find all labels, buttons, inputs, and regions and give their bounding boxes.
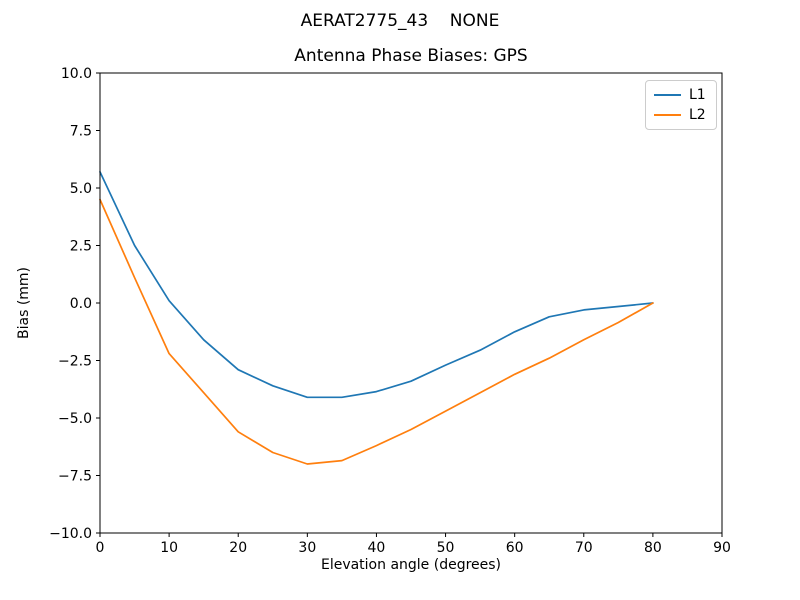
x-tick-label: 90 bbox=[713, 540, 731, 556]
y-tick-label: −7.5 bbox=[58, 469, 92, 485]
x-tick-label: 80 bbox=[644, 540, 662, 556]
legend-entry-l1: L1 bbox=[654, 85, 706, 105]
x-tick-label: 0 bbox=[96, 540, 105, 556]
x-tick-label: 40 bbox=[368, 540, 386, 556]
y-tick-label: −5.0 bbox=[58, 411, 92, 427]
series-line-l2 bbox=[99, 198, 654, 465]
x-tick-label: 70 bbox=[575, 540, 593, 556]
series-line-l1 bbox=[99, 171, 654, 399]
figure-suptitle: AERAT2775_43 NONE bbox=[300, 11, 500, 31]
y-tick-label: 2.5 bbox=[70, 239, 92, 255]
y-tick-label: −10.0 bbox=[49, 526, 92, 542]
legend-line-swatch-l2 bbox=[654, 114, 681, 116]
axes-title: Antenna Phase Biases: GPS bbox=[294, 46, 528, 66]
legend-entry-l2: L2 bbox=[654, 105, 706, 125]
y-axis-label: Bias (mm) bbox=[16, 266, 32, 340]
y-tick-label: 0.0 bbox=[70, 296, 92, 312]
legend: L1 L2 bbox=[645, 80, 717, 130]
y-tick-label: 5.0 bbox=[70, 181, 92, 197]
y-tick-label: 10.0 bbox=[61, 66, 92, 82]
x-tick-label: 30 bbox=[298, 540, 316, 556]
x-tick-label: 60 bbox=[506, 540, 524, 556]
axes-frame bbox=[99, 72, 723, 534]
y-tick-label: −2.5 bbox=[58, 354, 92, 370]
legend-label-l2: L2 bbox=[689, 107, 706, 123]
x-axis-label: Elevation angle (degrees) bbox=[320, 557, 502, 573]
legend-label-l1: L1 bbox=[689, 87, 706, 103]
x-tick-label: 20 bbox=[229, 540, 247, 556]
legend-line-swatch-l1 bbox=[654, 94, 681, 96]
x-tick-label: 10 bbox=[160, 540, 178, 556]
y-tick-label: 7.5 bbox=[70, 124, 92, 140]
x-tick-label: 50 bbox=[437, 540, 455, 556]
